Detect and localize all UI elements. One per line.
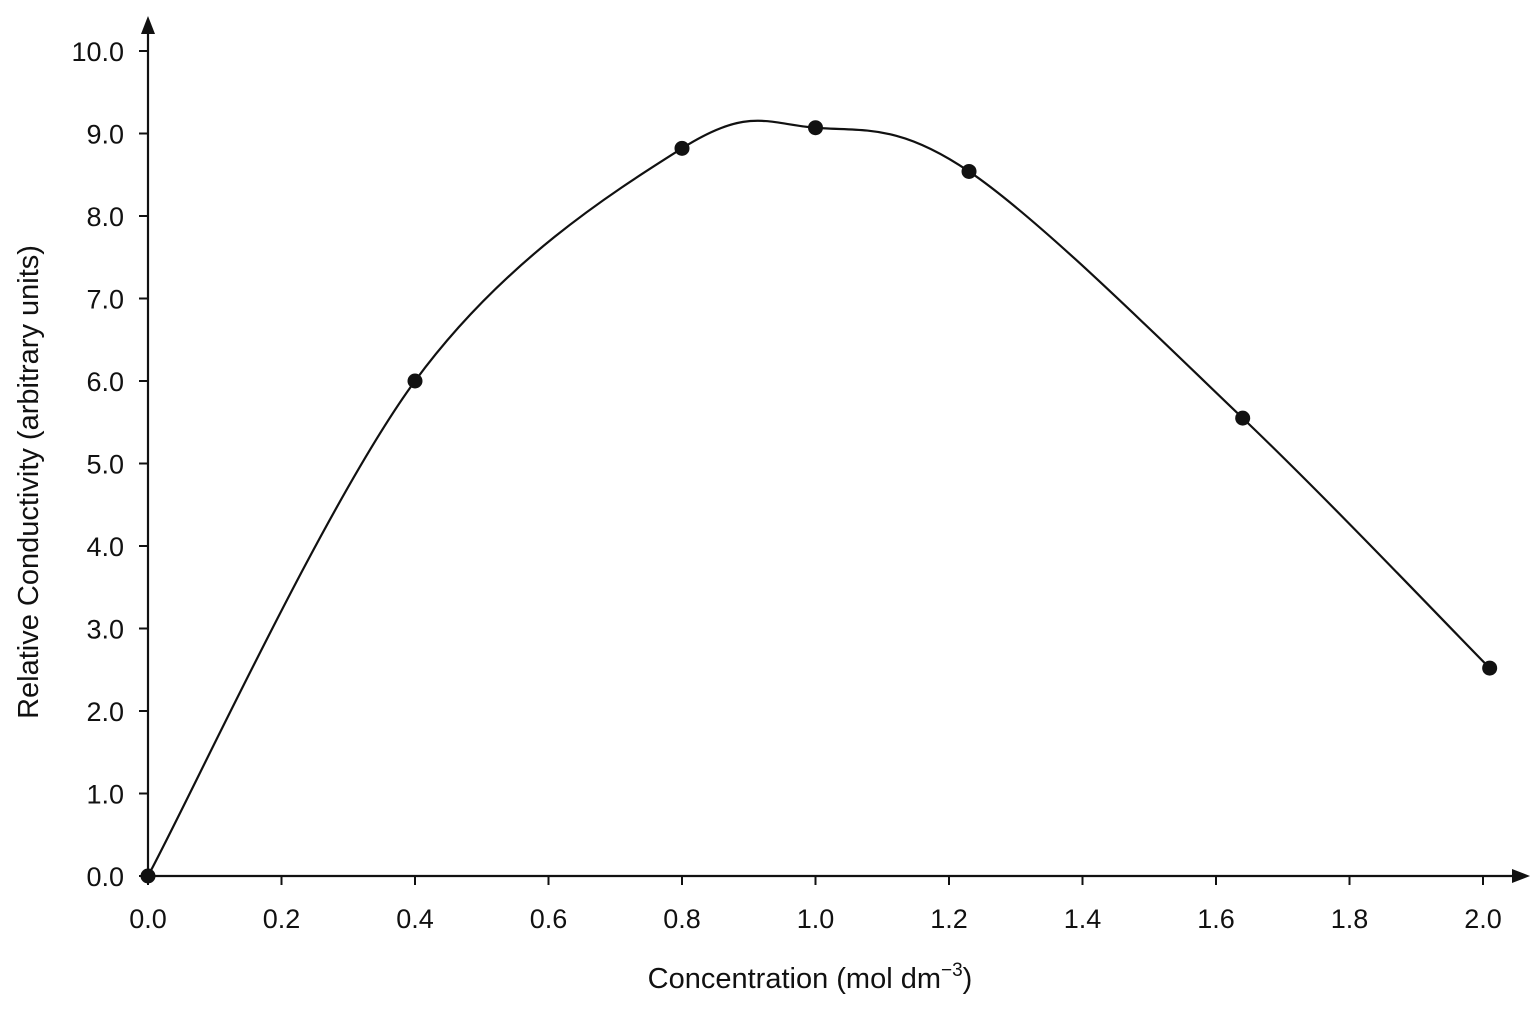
y-tick-label: 9.0 bbox=[86, 120, 124, 150]
y-tick-label: 1.0 bbox=[86, 780, 124, 810]
x-tick-label: 0.6 bbox=[530, 904, 568, 934]
x-tick-label: 1.2 bbox=[930, 904, 968, 934]
y-tick-label: 2.0 bbox=[86, 697, 124, 727]
x-tick-label: 1.8 bbox=[1331, 904, 1369, 934]
y-axis-title: Relative Conductivity (arbitrary units) bbox=[13, 245, 45, 719]
data-point bbox=[674, 140, 690, 156]
x-axis-title-main: Concentration (mol dm bbox=[648, 963, 941, 995]
x-tick-label: 0.4 bbox=[396, 904, 434, 934]
y-tick-label: 10.0 bbox=[71, 37, 124, 67]
x-tick-label: 1.0 bbox=[797, 904, 835, 934]
data-point bbox=[140, 868, 156, 884]
ticks: 0.0 0.2 0.4 0.6 0.8 1.0 1.2 1.4 1.6 1.8 2.0 0.0 1.0 2… bbox=[71, 37, 1501, 934]
y-tick-label: 0.0 bbox=[86, 862, 124, 892]
x-tick-label: 0.2 bbox=[263, 904, 301, 934]
y-tick-label: 6.0 bbox=[86, 367, 124, 397]
axes bbox=[141, 16, 1530, 883]
x-tick-label: 0.8 bbox=[663, 904, 701, 934]
x-tick-label: 1.6 bbox=[1197, 904, 1235, 934]
y-tick-label: 5.0 bbox=[86, 450, 124, 480]
data-point bbox=[961, 163, 977, 179]
series-line bbox=[147, 119, 1491, 877]
x-tick-label: 0.0 bbox=[129, 904, 167, 934]
data-point bbox=[1235, 410, 1251, 426]
x-tick-label: 1.4 bbox=[1064, 904, 1102, 934]
y-tick-label: 7.0 bbox=[86, 285, 124, 315]
data-point bbox=[1482, 660, 1498, 676]
data-point bbox=[808, 120, 823, 136]
curve-layer bbox=[147, 119, 1491, 877]
y-tick-label: 4.0 bbox=[86, 532, 124, 562]
y-tick-label: 3.0 bbox=[86, 615, 124, 645]
x-tick-label: 2.0 bbox=[1464, 904, 1502, 934]
x-axis-title: Concentration (mol dm−3) bbox=[648, 960, 973, 995]
x-axis-title-superscript: −3 bbox=[941, 960, 963, 981]
points-layer bbox=[140, 120, 1498, 884]
x-axis-title-close: ) bbox=[963, 963, 973, 995]
x-axis-arrowhead bbox=[1512, 869, 1530, 883]
data-point bbox=[407, 373, 423, 389]
y-tick-label: 8.0 bbox=[86, 202, 124, 232]
y-axis-arrowhead bbox=[141, 16, 155, 34]
